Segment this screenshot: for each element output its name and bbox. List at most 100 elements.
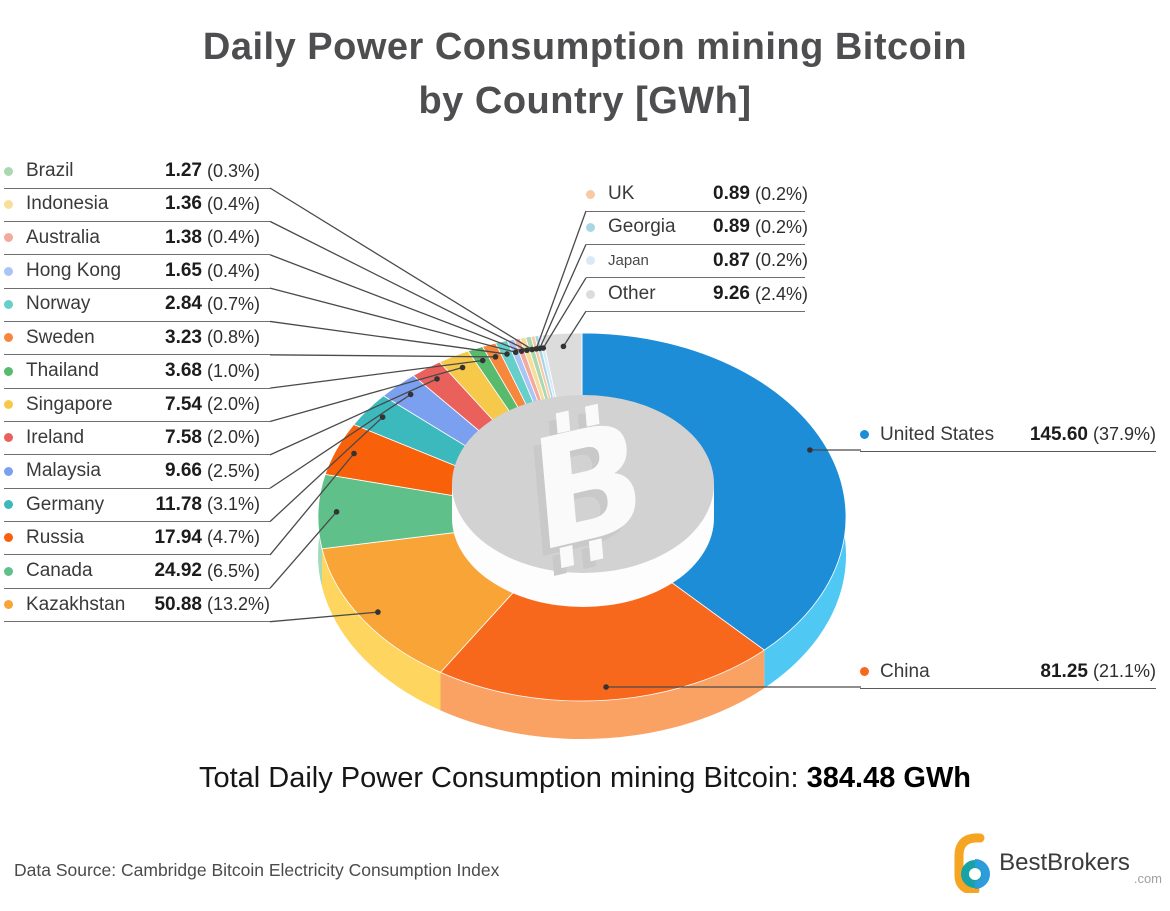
country-value: 17.94	[154, 526, 202, 548]
country-name: Indonesia	[26, 193, 109, 215]
country-value: 3.68	[165, 360, 202, 382]
legend-color-dot	[4, 500, 13, 510]
country-percent: (13.2%)	[207, 594, 271, 615]
legend-color-dot	[586, 189, 595, 199]
legend-color-dot	[4, 333, 13, 343]
country-name: Canada	[26, 560, 93, 582]
country-value: 50.88	[154, 593, 202, 615]
legend-item-malaysia: Malaysia 9.66 (2.5%)	[4, 455, 270, 489]
leader-line	[539, 244, 587, 349]
legend-color-dot	[4, 199, 13, 209]
country-value: 7.58	[165, 426, 202, 448]
data-source: Data Source: Cambridge Bitcoin Electrici…	[14, 860, 500, 880]
country-name: Ireland	[26, 426, 85, 448]
leader-line	[269, 359, 483, 389]
total-label: Total Daily Power Consumption mining Bit…	[198, 762, 807, 794]
leader-line	[269, 453, 355, 556]
brand-name: BestBrokers	[999, 849, 1130, 876]
country-name: Sweden	[26, 326, 95, 348]
country-percent: (0.2%)	[755, 250, 809, 271]
country-name: Singapore	[26, 393, 113, 415]
country-percent: (21.1%)	[1092, 661, 1156, 681]
total-line: Total Daily Power Consumption mining Bit…	[0, 762, 1170, 795]
legend-color-dot	[4, 533, 13, 543]
legend-item-hong-kong: Hong Kong 1.65 (0.4%)	[4, 255, 270, 289]
country-value: 1.36	[165, 193, 202, 215]
pie-slice-China	[439, 516, 765, 702]
country-value: 81.25	[1040, 660, 1088, 682]
country-percent: (0.2%)	[755, 183, 809, 204]
leader-dot	[512, 349, 519, 356]
legend-item-kazakhstan: Kazakhstan 50.88 (13.2%)	[4, 588, 271, 623]
leader-dot	[540, 345, 547, 351]
legend-color-dot	[4, 600, 13, 610]
leader-dot	[518, 348, 525, 354]
page-title: Daily Power Consumption mining Bitcoin b…	[0, 20, 1170, 128]
leader-line	[542, 277, 587, 349]
title-line-1: Daily Power Consumption mining Bitcoin	[202, 26, 968, 68]
legend-item-china: China 81.25 (21.1%)	[860, 655, 1156, 689]
country-percent: (2.0%)	[207, 427, 261, 448]
country-name: Russia	[26, 526, 85, 548]
legend-color-dot	[4, 166, 13, 176]
legend-item-united-states: United States 145.60 (37.9%)	[860, 418, 1156, 452]
country-percent: (6.5%)	[207, 560, 261, 581]
legend-item-norway: Norway 2.84 (0.7%)	[4, 288, 270, 322]
bestbrokers-icon	[954, 833, 991, 893]
pie-slice-side-Kazakhstan	[321, 548, 441, 711]
country-name: Georgia	[608, 216, 676, 238]
country-name: Thailand	[26, 360, 99, 382]
leader-line	[562, 310, 587, 347]
leader-dot	[492, 354, 499, 360]
legend-item-russia: Russia 17.94 (4.7%)	[4, 521, 270, 556]
legend-item-singapore: Singapore 7.54 (2.0%)	[4, 388, 270, 423]
country-percent: (2.0%)	[207, 394, 261, 415]
country-value: 145.60	[1029, 423, 1088, 445]
svg-text:B: B	[525, 385, 652, 587]
legend-color-dot	[586, 256, 595, 266]
leader-line	[269, 378, 438, 456]
total-value: 384.48 GWh	[806, 762, 972, 794]
country-value: 1.38	[165, 226, 202, 248]
svg-text:B: B	[517, 393, 644, 595]
legend-color-dot	[586, 222, 595, 232]
legend-color-dot	[4, 400, 13, 410]
leader-dot	[479, 357, 486, 364]
country-value: 0.89	[713, 183, 750, 204]
leader-line	[269, 416, 384, 523]
leader-line	[269, 366, 463, 423]
legend-item-georgia: Georgia 0.89 (0.2%)	[586, 211, 809, 245]
country-percent: (3.1%)	[207, 494, 261, 515]
country-percent: (0.4%)	[207, 260, 261, 281]
pie-slice-side-China	[440, 650, 765, 739]
legend-color-dot	[4, 566, 13, 576]
legend-item-indonesia: Indonesia 1.36 (0.4%)	[4, 188, 270, 222]
leader-line	[269, 254, 522, 352]
leader-line	[269, 220, 528, 351]
leader-dot	[333, 509, 340, 515]
legend-item-canada: Canada 24.92 (6.5%)	[4, 555, 270, 589]
brand-suffix: .com	[1133, 871, 1162, 886]
country-value: 24.92	[154, 560, 202, 582]
country-percent: (4.7%)	[207, 527, 261, 548]
legend-item-sweden: Sweden 3.23 (0.8%)	[4, 321, 270, 356]
leader-dot	[459, 364, 466, 371]
country-value: 9.26	[713, 283, 750, 305]
country-percent: (0.3%)	[207, 160, 261, 181]
leader-dot	[560, 343, 567, 350]
title-line-2: by Country [GWh]	[418, 80, 752, 122]
leader-dot	[375, 609, 381, 615]
legend-color-dot	[4, 266, 13, 276]
country-name: Japan	[608, 252, 649, 270]
country-percent: (2.5%)	[207, 460, 261, 481]
leader-line	[269, 393, 412, 489]
country-name: Kazakhstan	[26, 593, 126, 615]
legend-color-dot	[4, 433, 13, 443]
legend-item-thailand: Thailand 3.68 (1.0%)	[4, 355, 270, 389]
country-percent: (0.2%)	[755, 216, 809, 237]
legend-item-germany: Germany 11.78 (3.1%)	[4, 488, 270, 523]
country-percent: (0.4%)	[207, 227, 261, 248]
country-percent: (37.9%)	[1092, 424, 1156, 444]
legend-item-brazil: Brazil 1.27 (0.3%)	[4, 155, 270, 189]
